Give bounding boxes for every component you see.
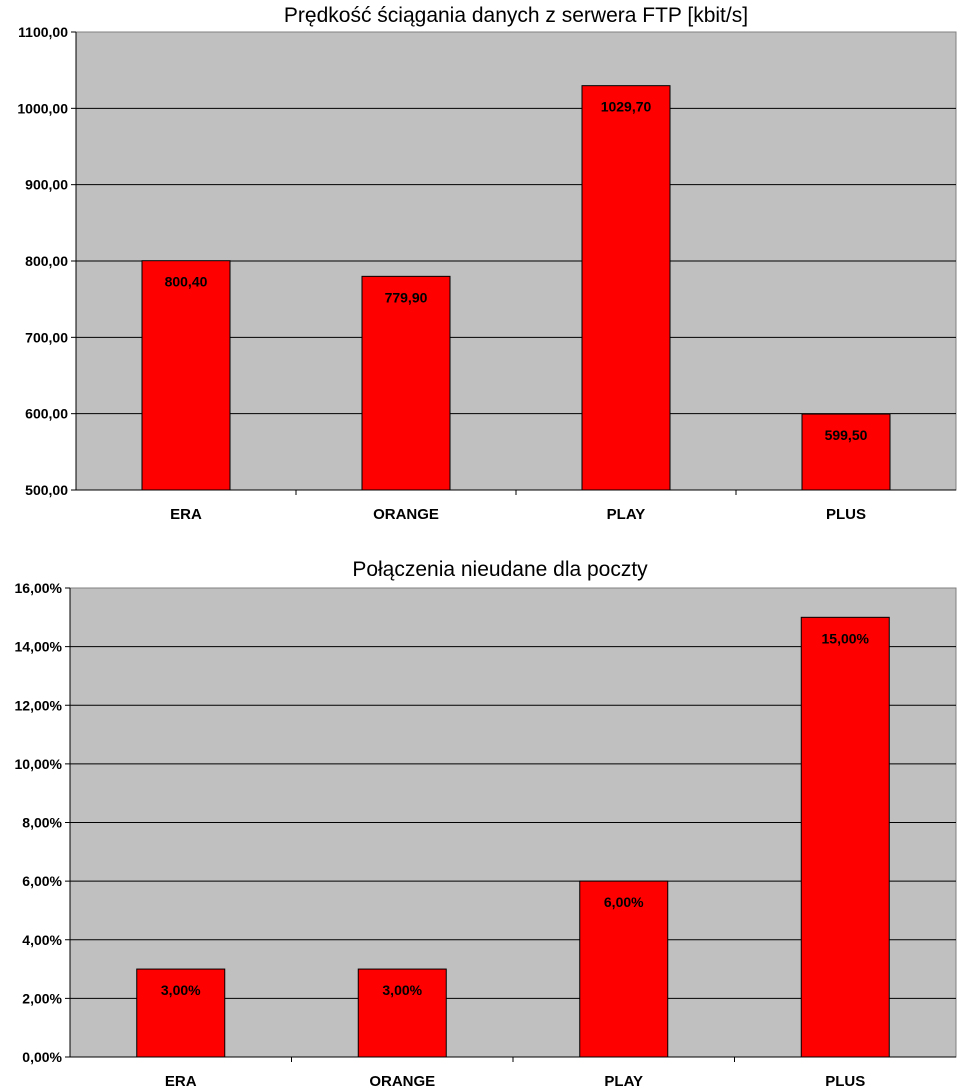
y-tick-label: 16,00% xyxy=(15,580,63,596)
bar-plus xyxy=(801,413,891,491)
bar-play xyxy=(581,85,671,491)
category-label: PLUS xyxy=(826,506,866,523)
category-label: ORANGE xyxy=(369,1073,435,1090)
data-label: 599,50 xyxy=(825,427,868,443)
y-tick-label: 0,00% xyxy=(22,1049,62,1065)
y-tick-label: 500,00 xyxy=(25,482,68,498)
bar-orange xyxy=(361,275,451,491)
data-label: 779,90 xyxy=(385,289,428,305)
chart-title: Połączenia nieudane dla poczty xyxy=(352,558,648,581)
y-tick-label: 1100,00 xyxy=(18,24,68,40)
y-tick-label: 8,00% xyxy=(22,815,62,831)
category-label: ORANGE xyxy=(373,506,439,523)
y-tick-label: 700,00 xyxy=(25,329,68,345)
category-label: ERA xyxy=(170,506,202,523)
mail-failed-connections-chart-svg: Połączenia nieudane dla poczty 0,00% 2,00… xyxy=(15,558,957,1090)
y-tick-label: 6,00% xyxy=(22,873,62,889)
y-tick-label: 2,00% xyxy=(22,990,62,1006)
y-tick-label: 900,00 xyxy=(25,177,68,193)
data-label: 1029,70 xyxy=(601,99,652,115)
category-label: PLAY xyxy=(607,506,646,523)
data-label: 3,00% xyxy=(161,982,201,998)
mail-failed-connections-chart: Połączenia nieudane dla poczty 0,00% 2,00… xyxy=(0,550,960,1090)
y-tick-label: 1000,00 xyxy=(17,100,68,116)
y-tick-label: 12,00% xyxy=(15,697,63,713)
y-tick-label: 10,00% xyxy=(15,756,63,772)
data-label: 800,40 xyxy=(165,274,208,290)
data-label: 6,00% xyxy=(604,894,644,910)
category-label: PLUS xyxy=(825,1073,865,1090)
y-tick-label: 14,00% xyxy=(15,639,63,655)
bar-orange xyxy=(357,968,447,1058)
y-tick-label: 800,00 xyxy=(25,253,68,269)
bar-era xyxy=(141,260,231,491)
ftp-speed-chart-svg: Prędkość ściągania danych z serwera FTP … xyxy=(17,4,957,523)
chart-title: Prędkość ściągania danych z serwera FTP … xyxy=(284,4,748,27)
category-label: ERA xyxy=(165,1073,197,1090)
y-tick-label: 600,00 xyxy=(25,406,68,422)
data-label: 15,00% xyxy=(822,630,870,646)
ftp-speed-chart: Prędkość ściągania danych z serwera FTP … xyxy=(0,0,960,530)
y-tick-label: 4,00% xyxy=(22,932,62,948)
bar-plus xyxy=(800,616,890,1058)
category-label: PLAY xyxy=(604,1073,643,1090)
bar-play xyxy=(579,880,669,1058)
data-label: 3,00% xyxy=(382,982,422,998)
bar-era xyxy=(136,968,226,1058)
